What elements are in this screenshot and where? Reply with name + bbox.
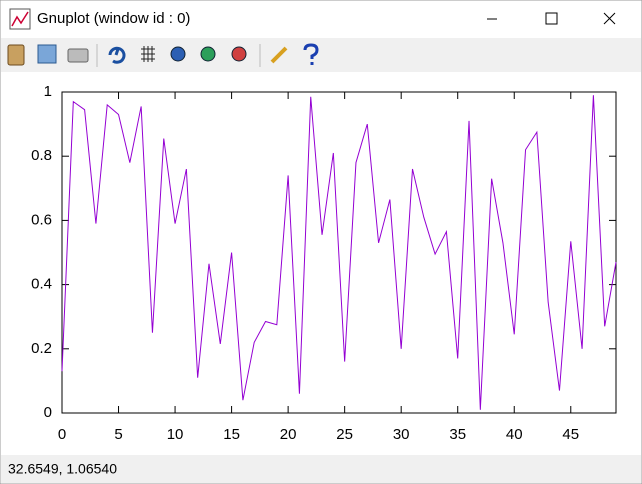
window-title: Gnuplot (window id : 0)	[37, 10, 190, 27]
y-tick-label: 0.6	[31, 211, 52, 228]
y-tick-label: 1	[44, 83, 52, 100]
replot-icon[interactable]	[108, 46, 126, 64]
x-tick-label: 35	[449, 426, 466, 443]
title-bar: Gnuplot (window id : 0)	[9, 8, 616, 30]
maximize-button[interactable]	[545, 12, 558, 25]
zoom-next-icon[interactable]	[200, 46, 216, 62]
x-tick-label: 10	[167, 426, 184, 443]
save-icon[interactable]	[37, 44, 57, 64]
app-icon	[9, 8, 31, 30]
zoom-prev-icon[interactable]	[170, 46, 186, 62]
options-icon[interactable]	[270, 46, 288, 64]
close-button[interactable]	[603, 12, 616, 25]
toolbar-bg	[1, 38, 641, 72]
x-tick-label: 45	[562, 426, 579, 443]
y-tick-label: 0.2	[31, 340, 52, 357]
y-tick-label: 0.8	[31, 147, 52, 164]
grid-icon[interactable]	[141, 46, 155, 62]
help-icon[interactable]	[303, 43, 319, 65]
plot-border	[61, 91, 617, 414]
plot: 00.20.40.60.810 5 10 15 20 25 30 35 40 45	[31, 83, 617, 443]
x-tick-label: 0	[58, 426, 66, 443]
status-text: 32.6549, 1.06540	[8, 461, 117, 477]
x-tick-label: 40	[506, 426, 523, 443]
autoscale-icon[interactable]	[231, 46, 247, 62]
data-line	[61, 95, 617, 410]
status-bar	[1, 455, 641, 483]
y-tick-label: 0.4	[31, 276, 52, 293]
x-tick-label: 30	[393, 426, 410, 443]
toolbar	[1, 38, 641, 72]
x-tick-label: 5	[114, 426, 122, 443]
x-tick-label: 15	[223, 426, 240, 443]
y-tick-label: 0	[44, 404, 52, 421]
print-icon[interactable]	[67, 48, 89, 63]
app-icon-line	[11, 11, 29, 27]
x-tick-label: 25	[336, 426, 353, 443]
x-tick-label: 20	[280, 426, 297, 443]
copy-icon[interactable]	[7, 44, 25, 66]
